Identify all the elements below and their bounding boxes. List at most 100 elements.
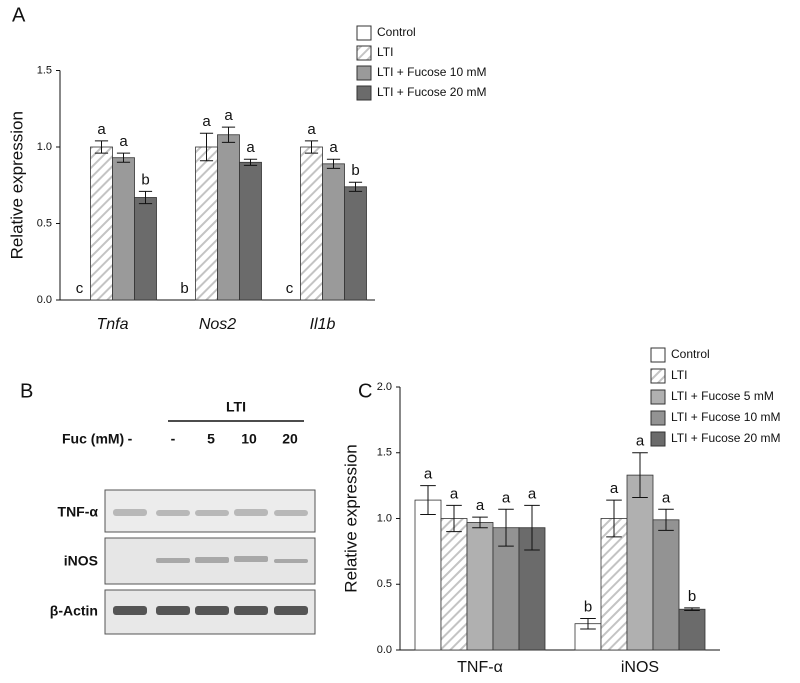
- legend-swatch: [650, 347, 666, 363]
- significance-letter: a: [662, 489, 671, 506]
- bar: [626, 474, 654, 651]
- legend-swatch: [650, 368, 666, 384]
- legend-swatch: [356, 85, 372, 101]
- legend-swatch: [356, 25, 372, 41]
- error-bar: [221, 126, 236, 143]
- error-bar: [138, 190, 153, 205]
- bar: [195, 146, 218, 301]
- bar: [90, 146, 113, 301]
- lane-label: 10: [241, 431, 257, 447]
- y-tick-label: 2.0: [377, 381, 392, 393]
- row-header: Fuc (mM): [62, 431, 124, 447]
- y-tick-label: 1.0: [377, 512, 392, 524]
- x-tick-label: Nos2: [199, 316, 236, 333]
- lane-label: -: [128, 431, 133, 447]
- error-bar: [326, 158, 341, 169]
- error-bar: [420, 485, 436, 516]
- significance-letter: a: [610, 480, 619, 497]
- bar: [492, 527, 520, 651]
- error-bar: [348, 181, 363, 192]
- y-tick-label: 0.0: [37, 294, 52, 306]
- bar: [678, 608, 706, 651]
- panel-label: B: [20, 380, 33, 402]
- legend-label: LTI: [377, 45, 393, 59]
- significance-letter: a: [476, 497, 485, 514]
- significance-letter: b: [141, 171, 149, 188]
- row-label: TNF-α: [58, 504, 99, 520]
- bar: [652, 519, 680, 651]
- error-bar: [632, 452, 648, 498]
- legend-label: LTI: [671, 368, 687, 382]
- error-bar: [199, 132, 214, 162]
- bar: [414, 499, 442, 651]
- x-tick-label: Il1b: [310, 316, 336, 333]
- lane-label: -: [171, 431, 176, 447]
- bar: [239, 161, 262, 301]
- bar: [112, 157, 135, 301]
- significance-letter: a: [97, 121, 106, 138]
- bands: [113, 606, 308, 615]
- bar: [217, 134, 240, 301]
- bands: [156, 556, 308, 563]
- significance-letter: b: [584, 598, 592, 615]
- bar: [300, 146, 323, 301]
- significance-letter: a: [450, 485, 459, 502]
- significance-letter: b: [688, 588, 696, 605]
- significance-letter: a: [224, 107, 233, 124]
- bar: [600, 518, 628, 651]
- error-bar: [472, 516, 488, 529]
- x-tick-label: Tnfa: [96, 316, 128, 333]
- y-tick-label: 0.0: [377, 644, 392, 656]
- bands: [113, 509, 308, 516]
- bar: [440, 518, 468, 651]
- significance-letter: b: [351, 162, 359, 179]
- error-bar: [116, 152, 131, 163]
- significance-letter: a: [528, 485, 537, 502]
- significance-letter: a: [636, 433, 645, 450]
- legend-label: Control: [671, 347, 710, 361]
- row-label: β-Actin: [50, 603, 98, 619]
- legend-label: LTI + Fucose 5 mM: [671, 389, 774, 403]
- legend-label: LTI + Fucose 10 mM: [671, 410, 780, 424]
- significance-letter: c: [76, 280, 84, 297]
- legend-swatch: [356, 65, 372, 81]
- error-bar: [524, 504, 540, 551]
- panel-label: C: [358, 380, 372, 402]
- panel-label: A: [12, 4, 26, 26]
- western-blot: LTI Fuc (mM) - - 5 10 20 TNF-α iNOS β-Ac…: [50, 399, 316, 635]
- error-bar: [580, 617, 596, 630]
- error-bar: [684, 607, 700, 612]
- error-bar: [94, 140, 109, 154]
- legend-swatch: [650, 389, 666, 405]
- significance-letter: a: [119, 133, 128, 150]
- legend-label: Control: [377, 25, 416, 39]
- y-axis-title: Relative expression: [341, 444, 360, 592]
- significance-letter: a: [307, 121, 316, 138]
- x-tick-label: iNOS: [621, 659, 659, 676]
- legend-label: LTI + Fucose 10 mM: [377, 65, 486, 79]
- y-tick-label: 0.5: [377, 578, 392, 590]
- lane-label: 20: [282, 431, 298, 447]
- error-bar: [658, 508, 674, 531]
- significance-letter: b: [180, 280, 188, 297]
- error-bar: [243, 158, 258, 166]
- bar: [466, 522, 494, 651]
- y-axis-title: Relative expression: [7, 111, 26, 259]
- error-bar: [606, 499, 622, 538]
- lane-label: 5: [207, 431, 215, 447]
- significance-letter: c: [286, 280, 294, 297]
- bar: [344, 186, 367, 301]
- legend-swatch: [650, 431, 666, 447]
- significance-letter: a: [329, 139, 338, 156]
- legend-label: LTI + Fucose 20 mM: [671, 431, 780, 445]
- bar: [322, 163, 345, 301]
- group-label: LTI: [226, 399, 246, 415]
- y-tick-label: 1.0: [37, 141, 52, 153]
- row-label: iNOS: [64, 553, 98, 569]
- y-tick-label: 1.5: [37, 64, 52, 76]
- error-bar: [498, 508, 514, 547]
- x-tick-label: TNF-α: [457, 659, 503, 676]
- significance-letter: a: [502, 489, 511, 506]
- error-bar: [446, 504, 462, 533]
- bar: [134, 197, 157, 301]
